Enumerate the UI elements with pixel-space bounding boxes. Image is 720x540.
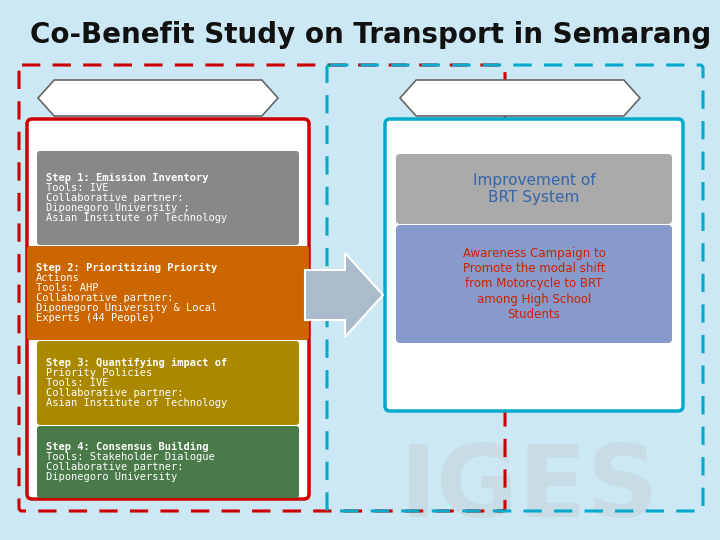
Polygon shape — [38, 80, 278, 116]
Polygon shape — [400, 80, 640, 116]
Text: Semarang: Semarang — [487, 133, 582, 151]
Text: 2016: 2016 — [133, 89, 183, 107]
FancyBboxPatch shape — [37, 426, 299, 498]
Text: Step 3: Quantifying impact of: Step 3: Quantifying impact of — [46, 357, 228, 368]
Text: Step 4: Consensus Building: Step 4: Consensus Building — [46, 442, 209, 452]
Text: IGES: IGES — [400, 442, 660, 538]
Polygon shape — [305, 253, 383, 337]
Text: Collaborative partner:: Collaborative partner: — [46, 388, 184, 398]
FancyBboxPatch shape — [396, 225, 672, 343]
Text: 2017: 2017 — [495, 89, 545, 107]
Text: Collaborative partner:: Collaborative partner: — [36, 293, 174, 303]
FancyBboxPatch shape — [37, 151, 299, 245]
Text: Experts (44 People): Experts (44 People) — [36, 313, 155, 323]
Text: Improvement of
BRT System: Improvement of BRT System — [473, 173, 595, 205]
FancyBboxPatch shape — [37, 341, 299, 425]
Text: Actions: Actions — [36, 273, 80, 283]
FancyBboxPatch shape — [396, 154, 672, 224]
Text: Collaborative partner:: Collaborative partner: — [46, 193, 184, 203]
Text: Asian Institute of Technology: Asian Institute of Technology — [46, 399, 228, 408]
Text: Diponegoro University & Local: Diponegoro University & Local — [36, 303, 217, 313]
Text: Semarang: Semarang — [120, 133, 215, 151]
Text: Tools: AHP: Tools: AHP — [36, 283, 99, 293]
Text: Tools: IVE: Tools: IVE — [46, 183, 109, 193]
Text: Step 2: Prioritizing Priority: Step 2: Prioritizing Priority — [36, 262, 217, 273]
Text: Step 1: Emission Inventory: Step 1: Emission Inventory — [46, 173, 209, 183]
Text: Tools: Stakeholder Dialogue: Tools: Stakeholder Dialogue — [46, 452, 215, 462]
Text: Tools: IVE: Tools: IVE — [46, 378, 109, 388]
Text: Co-Benefit Study on Transport in Semarang City: Co-Benefit Study on Transport in Semaran… — [30, 21, 720, 49]
Text: Awareness Campaign to
Promote the modal shift
from Motorcycle to BRT
among High : Awareness Campaign to Promote the modal … — [462, 247, 606, 321]
Text: Asian Institute of Technology: Asian Institute of Technology — [46, 213, 228, 223]
FancyBboxPatch shape — [385, 119, 683, 411]
Text: Priority Policies: Priority Policies — [46, 368, 152, 378]
FancyBboxPatch shape — [27, 119, 309, 499]
Text: Diponegoro University ;: Diponegoro University ; — [46, 203, 190, 213]
Text: Diponegoro University: Diponegoro University — [46, 472, 177, 482]
Text: Collaborative partner:: Collaborative partner: — [46, 462, 184, 472]
FancyBboxPatch shape — [27, 246, 309, 340]
